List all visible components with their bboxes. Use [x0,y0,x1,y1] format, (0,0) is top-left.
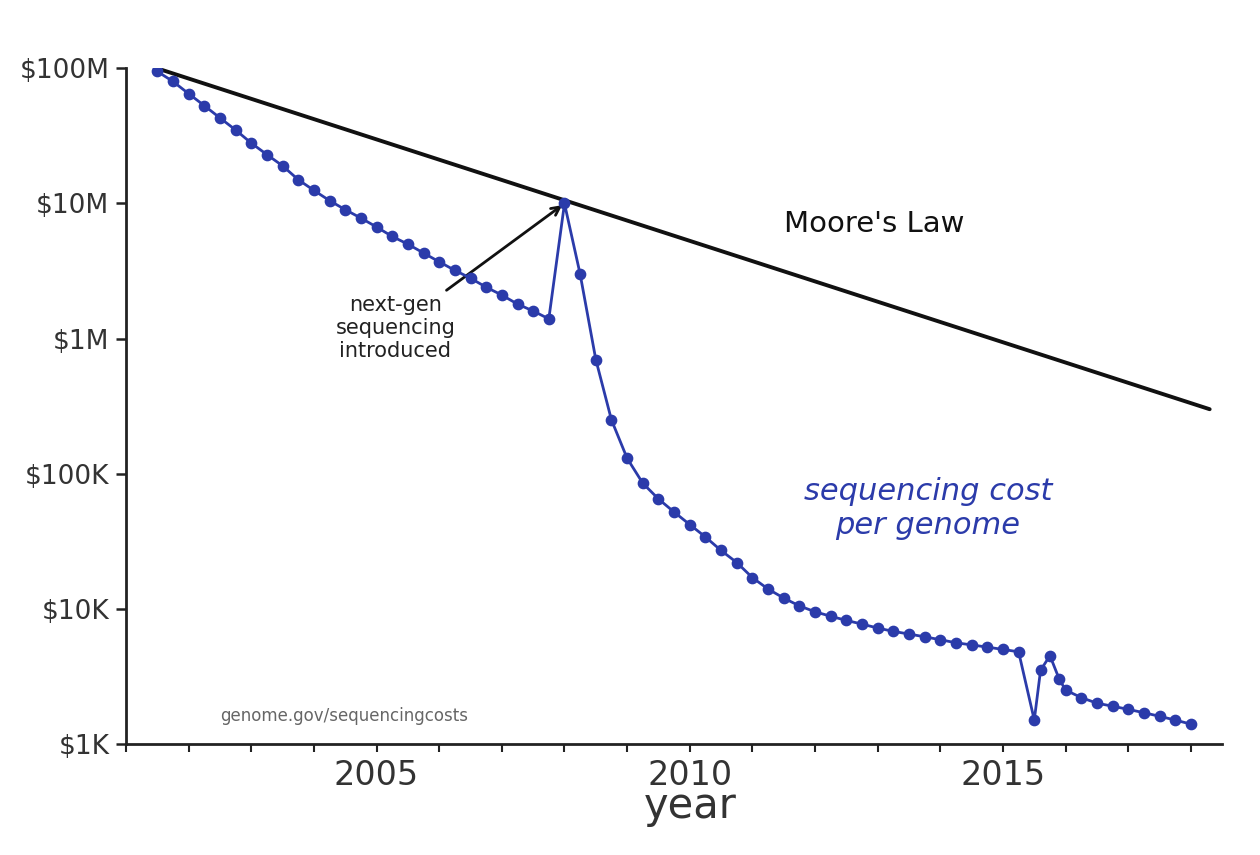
Point [1181,717,1201,731]
Point [711,544,731,557]
Point [805,605,825,619]
Point [241,136,261,150]
Point [508,298,528,311]
Text: next-gen
sequencing
introduced: next-gen sequencing introduced [335,207,559,361]
Point [915,630,935,644]
Point [883,624,903,638]
Point [868,622,888,635]
Point [570,268,590,281]
Point [1149,710,1169,723]
Point [993,643,1013,657]
Point [1071,691,1091,705]
Point [1102,699,1123,713]
Point [163,74,183,88]
Point [774,591,794,604]
Point [554,197,575,210]
Point [430,255,450,268]
Point [210,111,231,125]
Point [147,65,168,79]
Point [398,238,418,251]
Point [523,304,543,318]
Point [852,617,872,631]
Point [1087,696,1108,710]
Point [759,582,779,596]
Point [226,123,246,137]
Point [978,640,998,654]
Point [1118,703,1138,716]
Point [476,280,496,294]
Point [272,159,292,173]
Point [664,505,684,519]
Point [1056,683,1076,697]
Point [491,288,512,302]
Point [539,312,559,326]
Point [335,203,355,216]
Text: Moore's Law: Moore's Law [784,210,964,239]
Point [1166,713,1186,727]
Point [930,633,950,646]
Point [696,530,716,544]
Point [789,599,809,613]
Point [1031,663,1051,677]
Point [413,246,433,260]
Point [898,628,919,641]
Point [179,87,199,101]
Point [727,556,747,569]
Point [460,271,480,285]
Point [1040,649,1060,663]
Point [946,636,966,650]
Point [382,230,402,244]
Point [837,614,857,628]
Text: genome.gov/sequencingcosts: genome.gov/sequencingcosts [220,707,467,725]
Point [961,638,982,652]
Point [586,352,606,366]
Point [679,518,699,532]
Point [320,194,340,208]
Point [649,492,669,506]
Point [445,263,465,277]
Point [1024,713,1045,727]
Point [601,413,621,427]
Point [1134,706,1154,720]
Text: sequencing cost
per genome: sequencing cost per genome [804,477,1052,540]
Point [304,184,324,198]
Point [820,610,840,623]
Point [742,571,762,585]
Point [194,99,214,113]
Point [1008,645,1028,658]
Point [1050,673,1070,687]
Point [257,148,277,162]
Point [633,476,653,490]
Point [617,451,638,465]
Text: year: year [644,785,736,827]
Point [367,220,387,233]
Point [350,211,370,225]
Point [289,173,309,186]
